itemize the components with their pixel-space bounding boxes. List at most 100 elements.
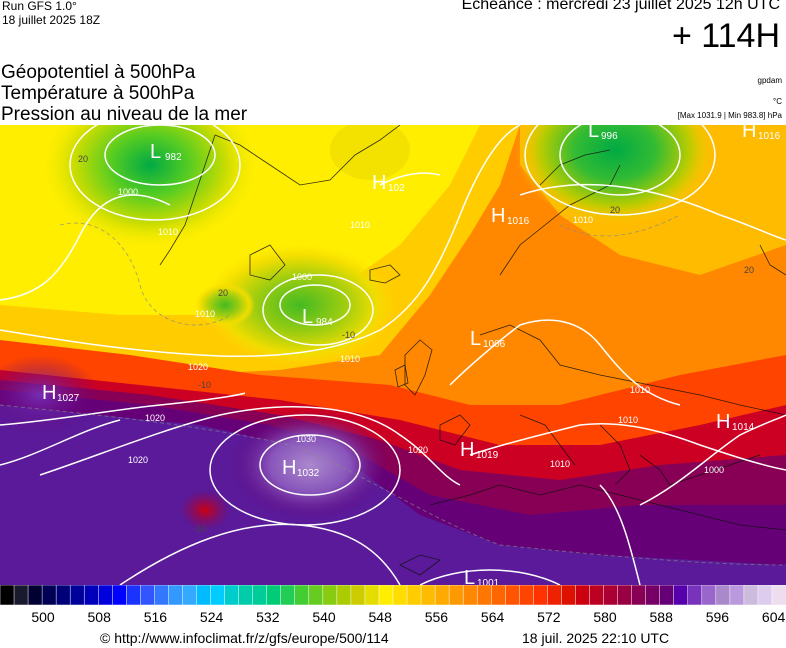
color-swatch bbox=[27, 584, 43, 606]
color-swatch bbox=[659, 584, 675, 606]
color-swatch bbox=[406, 584, 422, 606]
run-info: Run GFS 1.0° 18 juillet 2025 18Z bbox=[2, 0, 100, 27]
pressure-center: H 1019 bbox=[460, 439, 499, 461]
color-scale-bar bbox=[0, 584, 786, 606]
color-swatch bbox=[13, 584, 29, 606]
scale-tick-label: 540 bbox=[312, 609, 336, 625]
isobar-label: 1010 bbox=[573, 215, 593, 225]
color-swatch bbox=[715, 584, 731, 606]
center-letter: L bbox=[470, 328, 481, 350]
color-swatch bbox=[280, 584, 296, 606]
temp-label: -10 bbox=[342, 330, 355, 340]
title-geopotential: Géopotentiel à 500hPa bbox=[1, 62, 196, 83]
color-swatch bbox=[617, 584, 633, 606]
color-swatch bbox=[294, 584, 310, 606]
color-swatch bbox=[729, 584, 745, 606]
scale-tick-label: 508 bbox=[87, 609, 111, 625]
color-swatch bbox=[701, 584, 717, 606]
scale-tick-label: 580 bbox=[593, 609, 617, 625]
color-swatch bbox=[491, 584, 507, 606]
color-swatch bbox=[83, 584, 100, 606]
color-swatch bbox=[434, 584, 450, 606]
center-letter: L bbox=[150, 141, 161, 163]
color-swatch bbox=[112, 584, 128, 606]
run-label: Run GFS 1.0° bbox=[2, 0, 77, 13]
scale-tick-label: 604 bbox=[761, 609, 786, 625]
temp-isotherms bbox=[0, 214, 786, 566]
color-swatch bbox=[420, 584, 436, 606]
color-swatch bbox=[392, 584, 408, 606]
isobar-labels: 1000 1010 1010 1000 1010 1010 1020 1020 … bbox=[118, 187, 724, 475]
color-swatch bbox=[462, 584, 479, 606]
map-titles: Géopotentiel à 500hPa Température à 500h… bbox=[1, 62, 247, 125]
center-letter: L bbox=[464, 567, 475, 585]
color-swatch bbox=[224, 584, 240, 606]
color-swatch bbox=[0, 584, 15, 606]
color-swatch bbox=[476, 584, 493, 606]
isobar-label: 1020 bbox=[408, 445, 428, 455]
isobar-label: 1030 bbox=[296, 434, 316, 444]
center-letter: H bbox=[372, 172, 386, 194]
color-swatch bbox=[687, 584, 703, 606]
pressure-center: L 996 bbox=[588, 125, 618, 142]
color-swatch bbox=[533, 584, 549, 606]
color-swatch bbox=[182, 584, 198, 606]
color-scale-ticks: 500 508 516 524 532 540 548 556 564 572 580 588 596 6… bbox=[0, 609, 786, 625]
center-letter: H bbox=[742, 125, 756, 142]
scale-tick-label: 572 bbox=[537, 609, 561, 625]
color-swatch bbox=[603, 584, 619, 606]
center-letter: H bbox=[42, 382, 56, 404]
center-letter: L bbox=[588, 125, 599, 142]
isobar-label: 1000 bbox=[292, 272, 312, 282]
scale-tick-label: 596 bbox=[705, 609, 730, 625]
footer-date: 18 juil. 2025 22:10 UTC bbox=[522, 630, 670, 646]
scale-tick-label: 548 bbox=[368, 609, 392, 625]
scale-tick-label: 588 bbox=[649, 609, 673, 625]
isobar-label: 1010 bbox=[195, 309, 215, 319]
isobar-label: 1010 bbox=[618, 415, 638, 425]
color-swatch bbox=[55, 584, 72, 606]
isobar-label: 1010 bbox=[350, 220, 370, 230]
scale-tick-label: 532 bbox=[256, 609, 280, 625]
center-value: 1014 bbox=[732, 422, 755, 433]
center-value: 982 bbox=[165, 152, 182, 163]
color-swatch bbox=[378, 584, 394, 606]
center-letter: H bbox=[491, 205, 505, 227]
scale-tick-label: 500 bbox=[31, 609, 55, 625]
isobars bbox=[0, 125, 786, 585]
color-swatch bbox=[350, 584, 366, 606]
color-swatch bbox=[41, 584, 58, 606]
color-swatch bbox=[505, 584, 521, 606]
isobar-label: 1020 bbox=[145, 413, 165, 423]
isobar-label: 1020 bbox=[128, 455, 148, 465]
forecast-time: Echéance : mercredi 23 juillet 2025 12h … bbox=[461, 0, 780, 13]
color-swatch bbox=[196, 584, 212, 606]
color-swatch bbox=[561, 584, 577, 606]
color-swatch bbox=[140, 584, 156, 606]
center-value: 1001 bbox=[477, 578, 500, 585]
pressure-center: L 982 bbox=[150, 141, 182, 163]
lead-time: + 114H bbox=[671, 17, 780, 55]
center-value: 1016 bbox=[507, 216, 530, 227]
color-swatch bbox=[547, 584, 563, 606]
temp-label: 20 bbox=[744, 265, 754, 275]
color-swatch bbox=[645, 584, 661, 606]
color-swatch bbox=[308, 584, 324, 606]
scale-tick-label: 524 bbox=[199, 609, 224, 625]
color-swatch bbox=[771, 584, 786, 606]
color-swatch bbox=[98, 584, 114, 606]
center-value: 996 bbox=[601, 131, 618, 142]
center-value: 1016 bbox=[758, 131, 781, 142]
isobar-label: 1010 bbox=[630, 385, 650, 395]
color-swatch bbox=[210, 584, 226, 606]
color-swatch bbox=[448, 584, 465, 606]
run-date: 18 juillet 2025 18Z bbox=[2, 13, 101, 27]
color-swatch bbox=[673, 584, 689, 606]
temp-label: -10 bbox=[198, 380, 211, 390]
center-value: 1032 bbox=[297, 468, 320, 479]
center-value: 1019 bbox=[476, 450, 499, 461]
center-value: 984 bbox=[316, 317, 333, 328]
pressure-center: H 1032 bbox=[282, 457, 320, 479]
